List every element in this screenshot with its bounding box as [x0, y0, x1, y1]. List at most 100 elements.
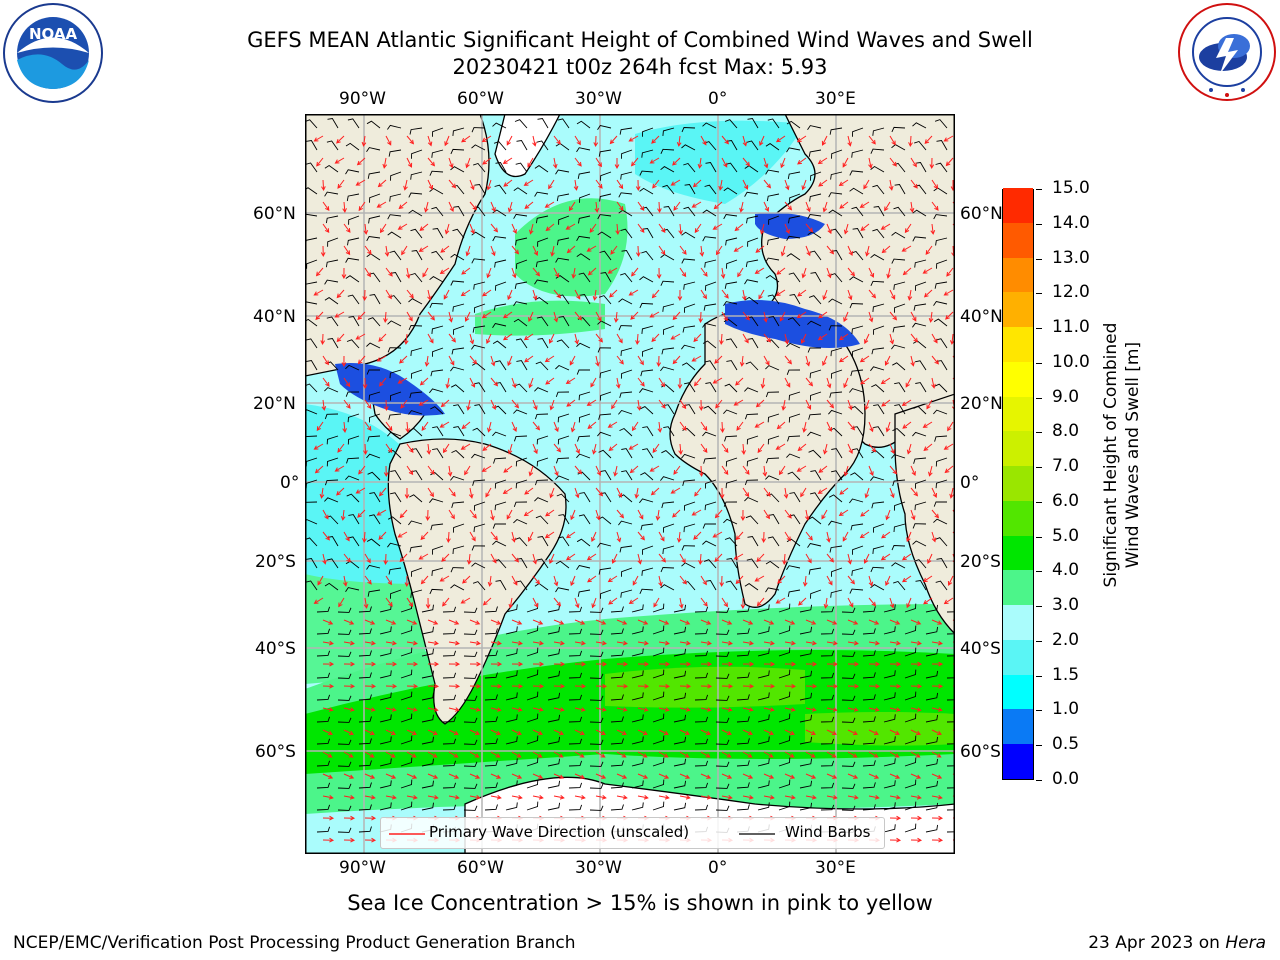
wind-barb [379, 758, 392, 767]
wave-direction-arrow [385, 751, 396, 758]
wave-direction-arrow [506, 135, 513, 146]
wind-barb [463, 695, 478, 701]
wind-barb [799, 736, 813, 745]
wind-barb [474, 382, 486, 393]
wave-direction-arrow [721, 289, 729, 299]
wind-barb [778, 625, 791, 635]
wave-direction-arrow [672, 355, 681, 365]
wave-direction-arrow [677, 377, 683, 390]
lon-label-bottom-90w: 90°W [339, 858, 386, 878]
wind-barb [316, 738, 331, 745]
wind-barb [442, 782, 457, 789]
wave-direction-arrow [889, 289, 896, 300]
wave-direction-arrow [650, 487, 660, 496]
colorbar-tick-label: 0.0 [1052, 769, 1080, 789]
wind-barb [883, 824, 896, 833]
wave-direction-arrow [931, 333, 938, 344]
wind-barb [526, 691, 539, 701]
wave-direction-arrow [923, 597, 933, 605]
wave-direction-arrow [385, 597, 393, 607]
wind-barb [683, 501, 696, 511]
wind-barb [430, 406, 444, 415]
wind-barb [703, 559, 717, 569]
wave-direction-arrow [719, 575, 725, 588]
wind-barb [536, 140, 549, 151]
wave-direction-arrow [628, 289, 639, 296]
wind-barb [723, 518, 738, 525]
wind-barb [660, 584, 675, 591]
wave-direction-arrow [923, 443, 933, 451]
wind-barb [555, 364, 570, 371]
wind-barb [631, 714, 644, 723]
wind-barb [306, 259, 318, 269]
wave-direction-arrow [721, 707, 733, 712]
wind-barb [389, 193, 402, 202]
wave-direction-arrow [362, 289, 368, 302]
wave-direction-arrow [847, 575, 855, 585]
wave-direction-arrow [838, 355, 849, 363]
wind-barb [873, 206, 885, 217]
wave-direction-arrow [574, 751, 585, 758]
wind-barb [639, 302, 654, 309]
wave-direction-arrow [906, 531, 912, 543]
wind-barb [463, 761, 478, 767]
wave-direction-arrow [397, 223, 408, 230]
wave-direction-arrow [636, 399, 642, 411]
wave-direction-arrow [880, 553, 891, 561]
wind-barb [514, 119, 528, 129]
wind-barb [337, 739, 352, 745]
wave-direction-arrow [364, 619, 376, 625]
wave-direction-arrow [574, 289, 581, 300]
wave-direction-arrow [720, 421, 725, 434]
wind-barb [736, 782, 750, 789]
wave-direction-arrow [721, 443, 729, 453]
wind-barb [934, 537, 948, 547]
wind-barb [400, 625, 413, 635]
wind-barb [599, 250, 612, 261]
wave-direction-arrow [889, 157, 897, 167]
wave-direction-arrow [927, 553, 933, 565]
wave-direction-arrow [742, 179, 749, 190]
wind-barb [547, 802, 561, 811]
wave-direction-arrow [385, 773, 397, 779]
colorbar-tick-label: 1.0 [1052, 699, 1080, 720]
wave-direction-arrow [721, 683, 734, 689]
wave-direction-arrow [637, 795, 649, 800]
wave-direction-arrow [691, 201, 702, 208]
colorbar-segment [1003, 465, 1033, 501]
wave-direction-arrow [637, 553, 642, 565]
wind-barb [870, 148, 885, 154]
wave-direction-arrow [742, 289, 747, 301]
wind-barb [526, 757, 539, 767]
wave-direction-arrow [736, 421, 744, 431]
wind-barb [358, 804, 372, 811]
wind-barb [432, 127, 444, 137]
wind-barb [913, 303, 927, 311]
wave-direction-arrow [719, 487, 725, 500]
wind-barb [851, 149, 864, 158]
wind-barb [578, 413, 591, 423]
wind-barb [471, 545, 486, 551]
wind-barb [891, 231, 906, 239]
wave-direction-arrow [775, 289, 786, 296]
wave-direction-arrow [418, 399, 429, 406]
wave-direction-arrow [338, 597, 345, 608]
wave-direction-arrow [797, 289, 807, 297]
wind-barb [472, 581, 486, 591]
wind-barb [358, 650, 372, 657]
wind-barb [936, 140, 948, 151]
wave-direction-arrow [721, 597, 728, 608]
wave-direction-arrow [334, 311, 345, 318]
wave-direction-arrow [322, 619, 334, 625]
wind-barb [850, 472, 864, 481]
wind-barb [807, 214, 822, 220]
wave-direction-arrow [889, 707, 901, 712]
wind-barb [660, 280, 675, 286]
wave-direction-arrow [595, 487, 604, 497]
wind-barb [892, 427, 906, 437]
wind-barb [660, 476, 675, 481]
wind-barb [725, 479, 738, 489]
wind-barb [432, 545, 444, 555]
wind-barb [799, 626, 813, 635]
wave-direction-arrow [384, 245, 390, 257]
